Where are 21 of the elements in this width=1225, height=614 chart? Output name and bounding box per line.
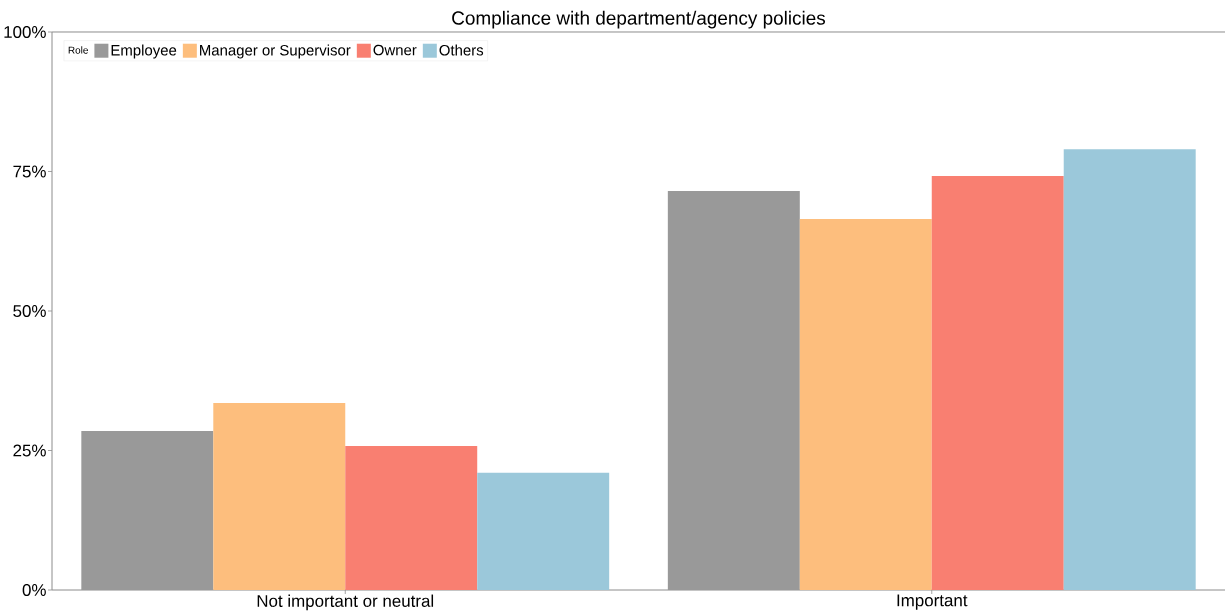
legend-label: Manager or Supervisor bbox=[200, 44, 351, 59]
y-tick-label: 50% bbox=[13, 305, 46, 317]
legend-label: Owner bbox=[373, 44, 417, 56]
bar bbox=[213, 403, 346, 590]
y-tick-label: 25% bbox=[13, 444, 46, 457]
bar bbox=[81, 430, 214, 590]
chart-title: Compliance with department/agency policies bbox=[452, 10, 826, 29]
legend-label: Employee bbox=[111, 44, 177, 59]
bar bbox=[799, 218, 932, 590]
bar bbox=[477, 472, 610, 590]
bar bbox=[931, 175, 1064, 590]
x-tick-label: Important bbox=[897, 594, 968, 610]
bar bbox=[1063, 149, 1196, 590]
y-tick-label: 75% bbox=[13, 165, 46, 178]
x-tick-label: Not important or neutral bbox=[257, 594, 434, 611]
y-tick-label: 0% bbox=[22, 584, 46, 596]
y-tick-label: 100% bbox=[4, 25, 46, 38]
legend-title: Role bbox=[68, 46, 88, 54]
bar bbox=[667, 191, 800, 590]
legend-label: Others bbox=[439, 44, 484, 56]
bar bbox=[345, 446, 478, 590]
